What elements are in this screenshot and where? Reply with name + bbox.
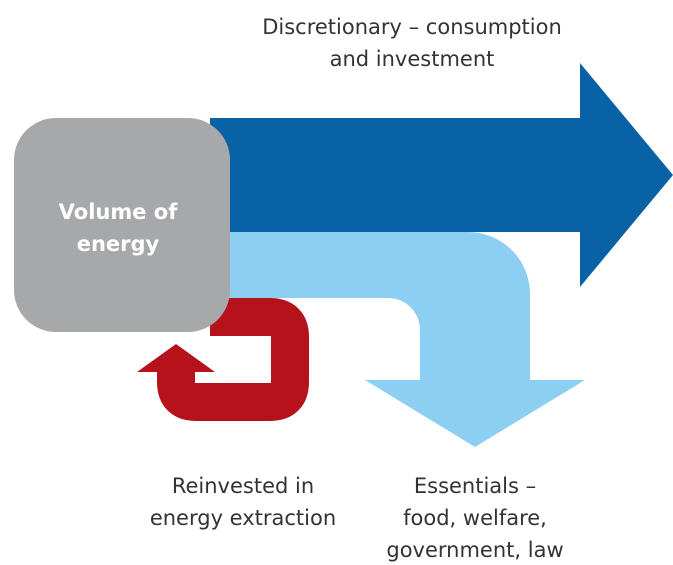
discretionary-arrow	[210, 63, 673, 287]
label: Discretionary – consumption	[262, 15, 562, 39]
essentials-arrow	[210, 232, 585, 447]
label: energy extraction	[150, 506, 336, 530]
label: food, welfare,	[403, 506, 547, 530]
label: Essentials –	[414, 474, 536, 498]
reinvest-loop	[157, 298, 309, 421]
label: and investment	[330, 47, 495, 71]
label: government, law	[386, 538, 563, 562]
label: Reinvested in	[172, 474, 314, 498]
label: energy	[77, 232, 160, 256]
label: Volume of	[59, 200, 179, 224]
volume-box	[14, 118, 230, 332]
reinvest-arrowhead	[137, 344, 215, 372]
